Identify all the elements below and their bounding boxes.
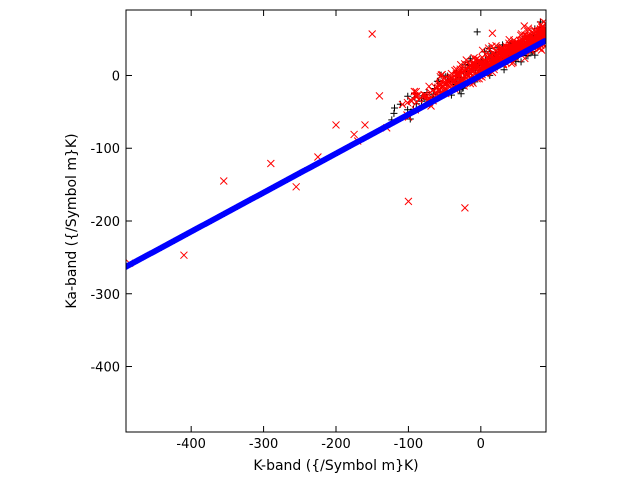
data-point	[484, 44, 493, 52]
data-point	[498, 51, 506, 59]
y-tick-label: -400	[90, 361, 120, 376]
data-point	[521, 31, 529, 39]
data-point	[404, 92, 412, 100]
data-point	[488, 29, 497, 38]
y-axis-title: Ka-band ({/Symbol m}K)	[64, 133, 80, 308]
series-layer	[126, 17, 546, 270]
data-point	[375, 92, 384, 100]
x-axis-title: K-band ({/Symbol m}K)	[253, 458, 418, 474]
data-point	[520, 22, 529, 30]
data-point	[456, 67, 464, 75]
x-tick-label: -100	[394, 437, 424, 452]
data-point	[425, 82, 433, 91]
data-point	[524, 36, 533, 44]
data-point	[361, 121, 369, 129]
data-point	[523, 27, 532, 35]
data-point	[454, 71, 463, 79]
data-point	[448, 73, 456, 82]
data-point	[292, 182, 301, 191]
ticks-layer: -400 -300 -200 -100 0 0 -100 -200 -300 -400	[90, 10, 546, 452]
data-point	[403, 98, 412, 107]
data-point	[456, 65, 465, 74]
data-point	[500, 66, 508, 74]
y-tick-label: -100	[90, 142, 120, 157]
data-point	[404, 197, 413, 206]
x-tick-label: -400	[176, 437, 206, 452]
data-point	[478, 46, 487, 55]
data-point	[475, 56, 483, 64]
data-point	[541, 38, 546, 45]
data-point	[468, 59, 476, 68]
x-tick-label: -200	[321, 437, 351, 452]
data-point	[473, 61, 482, 70]
data-point	[390, 109, 398, 117]
data-point	[423, 89, 431, 97]
data-point	[266, 159, 275, 168]
data-point	[332, 121, 340, 129]
data-point	[465, 63, 473, 72]
data-point	[436, 86, 445, 94]
data-point	[473, 28, 481, 36]
y-tick-label: 0	[112, 69, 120, 84]
x-tick-label: 0	[477, 437, 485, 452]
data-point	[219, 177, 228, 185]
data-point	[531, 51, 539, 59]
data-point	[180, 251, 188, 260]
data-point	[421, 91, 429, 100]
data-point	[350, 130, 358, 139]
x-tick-label: -300	[249, 437, 279, 452]
data-point	[506, 44, 515, 52]
data-point	[510, 36, 518, 45]
data-point	[368, 30, 377, 38]
data-point	[450, 78, 458, 86]
data-point	[462, 56, 471, 64]
series-2-circle	[126, 38, 546, 270]
data-point	[412, 92, 421, 100]
data-point	[457, 90, 465, 98]
data-point	[466, 70, 475, 78]
y-tick-label: -300	[90, 288, 120, 303]
data-point	[461, 204, 469, 212]
y-tick-label: -200	[90, 215, 120, 230]
data-point	[390, 104, 398, 112]
data-point	[398, 100, 407, 109]
data-point	[498, 43, 507, 52]
data-point	[439, 78, 448, 87]
